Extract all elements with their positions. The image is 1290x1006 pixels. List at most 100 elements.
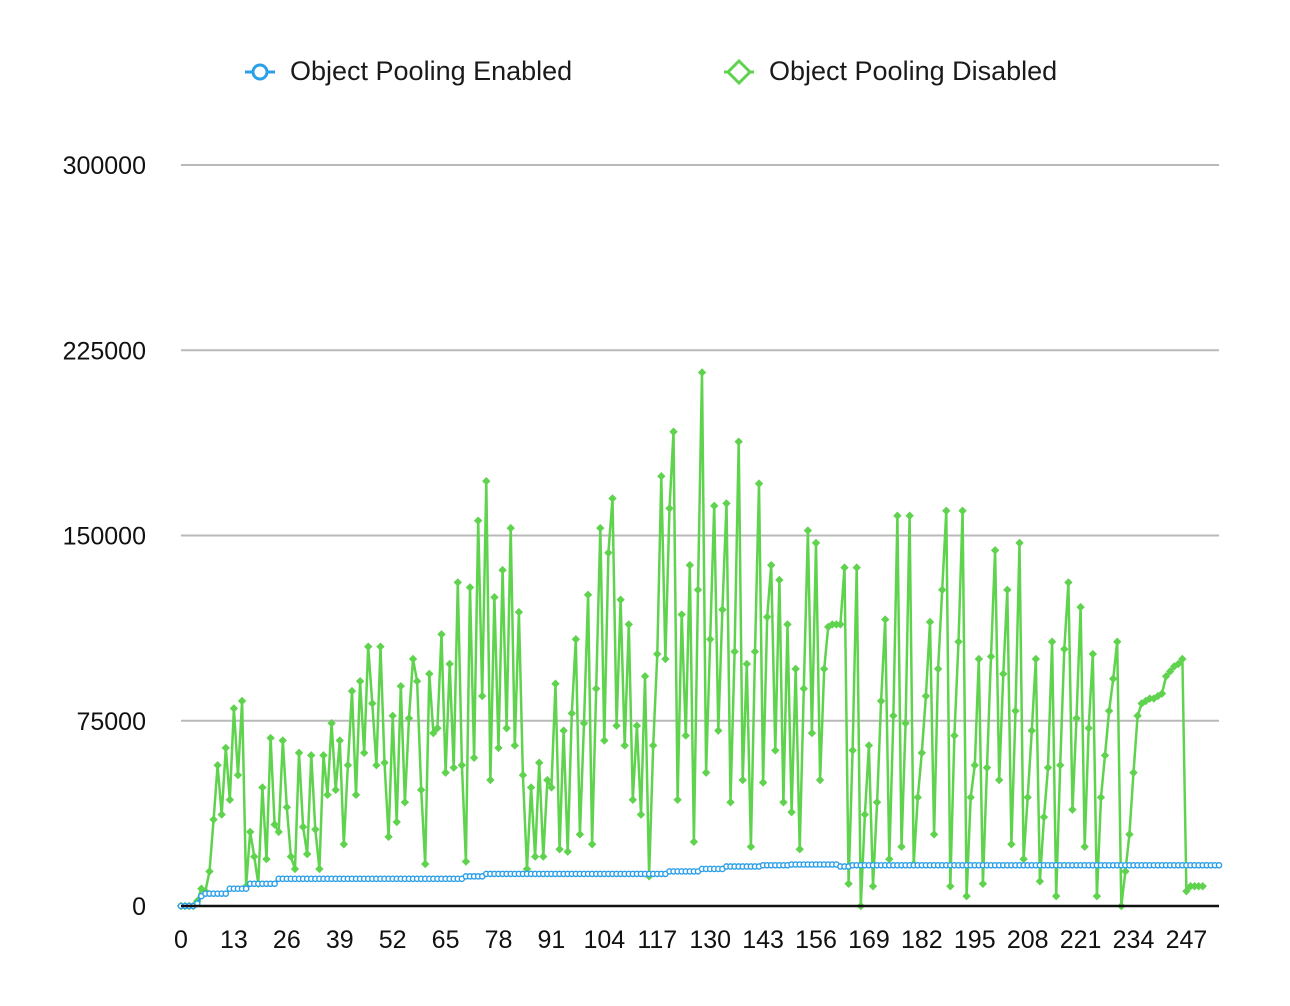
circle-marker-icon <box>245 63 275 80</box>
data-point-disabled <box>1080 842 1089 851</box>
y-tick-label: 150000 <box>63 523 146 551</box>
data-point-disabled <box>994 775 1004 785</box>
data-point-disabled <box>1149 694 1159 703</box>
data-point-disabled <box>421 859 430 869</box>
x-tick-label: 169 <box>848 926 890 954</box>
data-point-disabled <box>730 647 739 656</box>
y-tick-label: 300000 <box>63 152 146 180</box>
data-point-disabled <box>539 852 548 861</box>
data-point-disabled <box>1076 602 1085 612</box>
data-point-disabled <box>1031 654 1041 664</box>
data-point-disabled <box>217 810 226 819</box>
data-point-disabled <box>445 659 454 669</box>
data-point-disabled <box>925 617 935 627</box>
data-point-disabled <box>1161 672 1171 681</box>
data-point-disabled <box>876 696 886 706</box>
data-point-disabled <box>1121 867 1130 876</box>
data-point-disabled <box>571 635 581 644</box>
data-point-disabled <box>433 723 442 733</box>
data-point-disabled <box>1182 886 1191 896</box>
data-point-disabled <box>469 753 479 762</box>
data-point-disabled <box>1113 637 1122 646</box>
data-point-disabled <box>978 879 988 888</box>
data-point-disabled <box>315 864 324 874</box>
data-point-disabled <box>624 620 633 629</box>
data-point-disabled <box>311 825 320 834</box>
data-point-disabled <box>1064 578 1073 587</box>
data-point-disabled <box>636 810 646 819</box>
data-point-disabled <box>270 820 279 829</box>
data-point-disabled <box>1133 711 1142 721</box>
data-point-disabled <box>701 768 711 777</box>
data-point-disabled <box>942 506 951 515</box>
data-point-disabled <box>990 546 1000 555</box>
data-point-disabled <box>490 593 499 602</box>
data-point-disabled <box>339 840 349 849</box>
data-point-disabled <box>1011 706 1020 716</box>
data-point-disabled <box>1104 706 1114 716</box>
data-point-disabled <box>327 719 336 728</box>
data-point-disabled <box>510 741 519 750</box>
data-point-disabled <box>400 798 410 807</box>
data-point-disabled <box>355 677 365 686</box>
data-point-disabled <box>555 844 564 854</box>
data-point-disabled <box>429 728 438 738</box>
data-point-disabled <box>237 696 247 706</box>
data-point-disabled <box>282 803 292 812</box>
x-tick-label: 0 <box>174 926 188 954</box>
data-point-disabled <box>893 511 902 520</box>
data-point-disabled <box>547 783 556 792</box>
data-point-disabled <box>795 844 804 854</box>
data-point-disabled <box>543 775 552 785</box>
x-tick-label: 78 <box>485 926 513 954</box>
data-point-disabled <box>885 854 894 864</box>
data-point-disabled <box>864 741 874 750</box>
data-point-disabled <box>791 664 800 674</box>
data-point-disabled <box>1141 696 1150 706</box>
data-point-disabled <box>262 854 271 864</box>
data-point-disabled <box>986 652 996 661</box>
data-point-disabled <box>693 585 703 595</box>
data-point-disabled <box>465 583 475 592</box>
data-point-disabled <box>868 882 878 891</box>
data-point-disabled <box>640 672 650 681</box>
data-point-disabled <box>1068 805 1077 814</box>
data-point-disabled <box>901 719 910 728</box>
data-point-disabled <box>209 815 218 824</box>
data-point-disabled <box>775 575 784 585</box>
data-point-disabled <box>1125 830 1134 839</box>
x-tick-label: 13 <box>220 926 248 954</box>
y-tick-label: 225000 <box>63 337 146 365</box>
data-point-disabled <box>718 605 727 614</box>
data-point-enabled <box>271 880 278 888</box>
data-point-disabled <box>290 864 300 874</box>
data-point-disabled <box>457 761 467 770</box>
data-point-disabled <box>583 590 593 599</box>
data-point-disabled <box>1027 726 1036 735</box>
data-point-disabled <box>323 790 332 800</box>
data-point-disabled <box>380 758 389 767</box>
data-point-disabled <box>840 563 849 572</box>
x-tick-label: 26 <box>273 926 301 954</box>
data-point-disabled <box>860 810 870 819</box>
data-point-disabled <box>710 501 719 511</box>
y-tick-label: 75000 <box>76 708 146 736</box>
legend: Object Pooling Enabled Object Pooling Di… <box>0 56 1290 92</box>
data-point-disabled <box>803 526 813 535</box>
data-point-disabled <box>364 642 373 651</box>
data-point-disabled <box>1084 723 1093 733</box>
data-point-disabled <box>689 837 699 846</box>
data-point-disabled <box>632 721 642 730</box>
data-point-disabled <box>758 778 768 787</box>
data-point-disabled <box>1157 689 1167 698</box>
data-point-disabled <box>677 610 686 619</box>
data-point-disabled <box>616 595 625 604</box>
data-point-disabled <box>335 736 344 745</box>
data-point-disabled <box>974 654 984 664</box>
data-point-disabled <box>1165 667 1175 676</box>
x-axis-ticks: 0 13 26 39 52 65 78 91 104 117 130 143 156 169 182 195 2… <box>174 926 1207 954</box>
data-point-disabled <box>1047 637 1057 646</box>
data-point-disabled <box>494 743 503 753</box>
data-point-disabled <box>734 437 743 446</box>
data-point-disabled <box>917 748 927 758</box>
